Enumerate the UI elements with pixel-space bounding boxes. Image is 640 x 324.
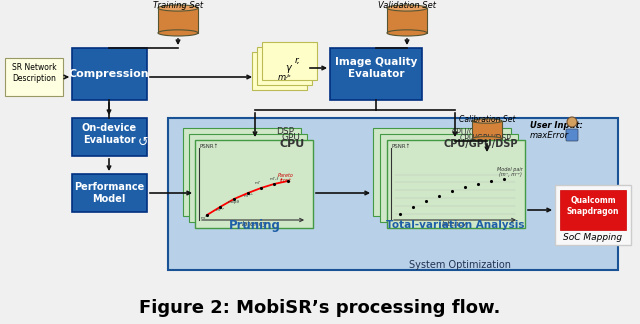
Text: SR Network
Description: SR Network Description: [12, 63, 56, 83]
Text: DSP: DSP: [276, 128, 294, 136]
Text: mᴿₒḟ: mᴿₒḟ: [269, 177, 278, 181]
Bar: [252, 52, 307, 90]
Text: PSNR↑: PSNR↑: [199, 144, 218, 148]
Text: Qualcomm
Snapdragon: Qualcomm Snapdragon: [567, 196, 620, 216]
Ellipse shape: [472, 119, 502, 123]
Bar: [189, 134, 307, 222]
Bar: [330, 48, 422, 100]
Text: Compression: Compression: [68, 69, 149, 79]
Bar: [387, 8, 427, 33]
Text: Figure 2: MobiSR’s processing flow.: Figure 2: MobiSR’s processing flow.: [140, 299, 500, 317]
Text: On-device
Evaluator: On-device Evaluator: [81, 123, 136, 145]
Text: ↺: ↺: [138, 135, 148, 148]
Text: mᵍᴿᵖ: mᵍᴿᵖ: [216, 208, 225, 212]
Bar: [158, 8, 198, 33]
Text: mᵣᵇ: mᵣᵇ: [278, 74, 292, 83]
Text: Pruning: Pruning: [229, 218, 281, 232]
Text: maxError: maxError: [530, 131, 569, 140]
Text: latency: latency: [442, 221, 468, 227]
Bar: [195, 140, 313, 228]
Text: GPU: GPU: [281, 133, 300, 143]
Bar: [72, 48, 147, 100]
Text: CPU: CPU: [280, 139, 305, 149]
Text: Training Set: Training Set: [153, 2, 203, 10]
Text: r,: r,: [295, 55, 301, 64]
FancyBboxPatch shape: [566, 129, 578, 141]
Text: Image Quality
Evaluator: Image Quality Evaluator: [335, 57, 417, 79]
Text: CPU/GPU/DSP: CPU/GPU/DSP: [444, 139, 518, 149]
Ellipse shape: [158, 5, 198, 11]
Text: System Optimization: System Optimization: [409, 260, 511, 270]
Text: CPU/GPU/DSP: CPU/GPU/DSP: [459, 133, 511, 143]
Text: mᴰᵖʰ: mᴰᵖʰ: [243, 194, 253, 198]
Ellipse shape: [387, 30, 427, 36]
Text: SoC Mapping: SoC Mapping: [563, 234, 623, 242]
Text: latency: latency: [242, 221, 268, 227]
Text: Performance
Model: Performance Model: [74, 182, 144, 204]
Text: Validation Set: Validation Set: [378, 2, 436, 10]
Bar: [560, 190, 626, 230]
Bar: [5, 58, 63, 96]
Bar: [72, 174, 147, 212]
Ellipse shape: [387, 5, 427, 11]
Bar: [72, 118, 147, 156]
Text: PSNR↑: PSNR↑: [391, 144, 410, 148]
Text: Total-variation Analysis: Total-variation Analysis: [386, 220, 524, 230]
Circle shape: [567, 117, 577, 127]
Text: Calibration Set: Calibration Set: [459, 114, 515, 123]
Bar: [387, 140, 525, 228]
Text: Model pair
(mᴵᶜ, mˢᵖ): Model pair (mᴵᶜ, mˢᵖ): [497, 167, 523, 178]
Ellipse shape: [158, 30, 198, 36]
Text: Pareto
front: Pareto front: [278, 173, 294, 183]
Text: mαρθ: mαρθ: [228, 200, 240, 204]
Text: γ: γ: [285, 63, 291, 73]
Bar: [472, 121, 502, 139]
Ellipse shape: [472, 137, 502, 141]
Text: mᴵᶜ: mᴵᶜ: [255, 181, 261, 185]
Bar: [380, 134, 518, 222]
Bar: [262, 42, 317, 80]
Bar: [257, 47, 312, 85]
Text: mᵣᵇ: mᵣᵇ: [200, 216, 207, 220]
Bar: [183, 128, 301, 216]
Bar: [555, 185, 631, 245]
Text: User Input:: User Input:: [530, 122, 583, 131]
Text: CPU/GPU/DSP: CPU/GPU/DSP: [452, 128, 504, 136]
Bar: [168, 118, 618, 270]
Bar: [373, 128, 511, 216]
